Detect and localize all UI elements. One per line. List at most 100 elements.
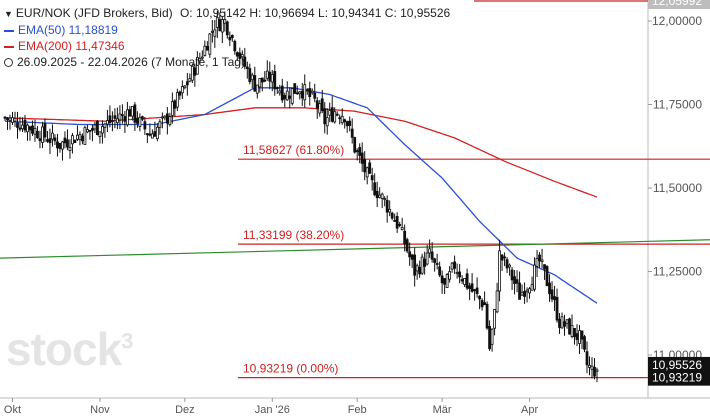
fib-zero-price-box bbox=[648, 369, 710, 386]
candle-body bbox=[505, 259, 509, 269]
candle-body bbox=[73, 139, 77, 143]
candle-body bbox=[413, 254, 417, 276]
candle-body bbox=[200, 56, 204, 59]
ema200-line bbox=[5, 107, 598, 198]
candle-body bbox=[528, 288, 531, 294]
candle-body bbox=[308, 88, 312, 98]
candle-body bbox=[343, 119, 347, 123]
candle-body bbox=[180, 86, 184, 94]
candle-body bbox=[558, 318, 561, 328]
candle-body bbox=[495, 290, 499, 313]
candle-body bbox=[218, 19, 222, 32]
candle-body bbox=[46, 139, 49, 142]
candle-body bbox=[573, 327, 576, 338]
candle-body bbox=[210, 30, 214, 33]
candle-body bbox=[585, 351, 589, 366]
candle-body bbox=[238, 52, 242, 59]
stock3-watermark: stock3 bbox=[6, 323, 133, 375]
candle-body bbox=[138, 116, 142, 127]
candle-body bbox=[328, 110, 332, 116]
candle-body bbox=[465, 273, 469, 289]
candle-body bbox=[548, 282, 551, 295]
candle-body bbox=[91, 128, 94, 131]
candle-body bbox=[423, 258, 427, 267]
candle-body bbox=[195, 57, 199, 75]
candle-body bbox=[533, 264, 536, 290]
candle-body bbox=[323, 108, 327, 125]
candle-body bbox=[43, 123, 47, 138]
candle-body bbox=[268, 71, 272, 82]
candle-body bbox=[393, 220, 397, 222]
candle-body bbox=[58, 142, 62, 149]
candle-body bbox=[340, 115, 344, 124]
clock-icon bbox=[4, 58, 13, 67]
candle-body bbox=[71, 135, 74, 145]
candle-body bbox=[16, 122, 19, 128]
candle-body bbox=[563, 321, 566, 327]
chevron-down-icon[interactable]: ▼ bbox=[4, 9, 13, 19]
candle-body bbox=[443, 278, 447, 285]
candle-body bbox=[490, 328, 494, 345]
ema50-legend[interactable]: EMA(50) 11,18819 bbox=[4, 24, 118, 37]
ohlc-header: ▼ EUR/NOK (JFD Brokers, Bid) O: 10,95142 … bbox=[4, 7, 450, 21]
candle-body bbox=[590, 365, 594, 370]
candle-body bbox=[545, 266, 549, 287]
candle-body bbox=[335, 113, 339, 116]
candle-body bbox=[253, 75, 257, 92]
candle-body bbox=[500, 254, 504, 261]
candle-body bbox=[230, 35, 234, 39]
candle-body bbox=[368, 162, 372, 174]
ema200-legend[interactable]: EMA(200) 11,47346 bbox=[4, 40, 125, 53]
candle-body bbox=[163, 115, 167, 119]
x-tick-label: Okt bbox=[4, 404, 21, 416]
ema50-line bbox=[4, 87, 598, 304]
candles-layer bbox=[3, 11, 599, 383]
candle-body bbox=[503, 256, 506, 259]
candle-body bbox=[385, 200, 389, 213]
candle-body bbox=[395, 216, 399, 229]
candle-body bbox=[101, 126, 104, 134]
candle-body bbox=[400, 227, 404, 231]
candle-body bbox=[155, 126, 159, 139]
candle-body bbox=[415, 265, 419, 272]
candle-body bbox=[288, 95, 292, 99]
candle-body bbox=[225, 21, 229, 36]
candle-body bbox=[305, 89, 309, 92]
candle-body bbox=[593, 366, 596, 377]
candle-body bbox=[388, 208, 392, 213]
candle-body bbox=[508, 264, 511, 268]
candle-body bbox=[325, 117, 329, 127]
ema50-swatch bbox=[4, 29, 14, 32]
candle-body bbox=[273, 71, 277, 90]
candle-body bbox=[315, 100, 319, 109]
candle-body bbox=[243, 56, 247, 67]
candle-body bbox=[63, 137, 67, 144]
candle-body bbox=[420, 256, 424, 274]
candle-body bbox=[135, 117, 139, 124]
candle-body bbox=[410, 254, 414, 260]
y-tick-label: 11,50000 bbox=[653, 181, 702, 195]
candle-body bbox=[160, 116, 164, 119]
candle-body bbox=[578, 330, 581, 344]
candle-body bbox=[143, 121, 147, 130]
candle-body bbox=[76, 134, 79, 140]
candle-body bbox=[270, 74, 274, 83]
candle-body bbox=[553, 296, 556, 301]
candle-body bbox=[61, 141, 64, 150]
candle-body bbox=[403, 230, 407, 245]
candle-body bbox=[23, 119, 27, 131]
candle-body bbox=[583, 336, 586, 350]
candle-body bbox=[568, 318, 571, 335]
candle-body bbox=[81, 135, 84, 142]
y-tick-label: 12,00000 bbox=[652, 14, 702, 28]
candle-body bbox=[595, 369, 599, 372]
candle-body bbox=[88, 129, 92, 132]
candle-body bbox=[185, 81, 189, 86]
candle-body bbox=[235, 52, 239, 57]
candle-body bbox=[275, 87, 279, 90]
candle-body bbox=[455, 271, 459, 274]
candle-body bbox=[440, 275, 444, 284]
candle-body bbox=[345, 121, 349, 127]
candle-body bbox=[295, 92, 299, 95]
